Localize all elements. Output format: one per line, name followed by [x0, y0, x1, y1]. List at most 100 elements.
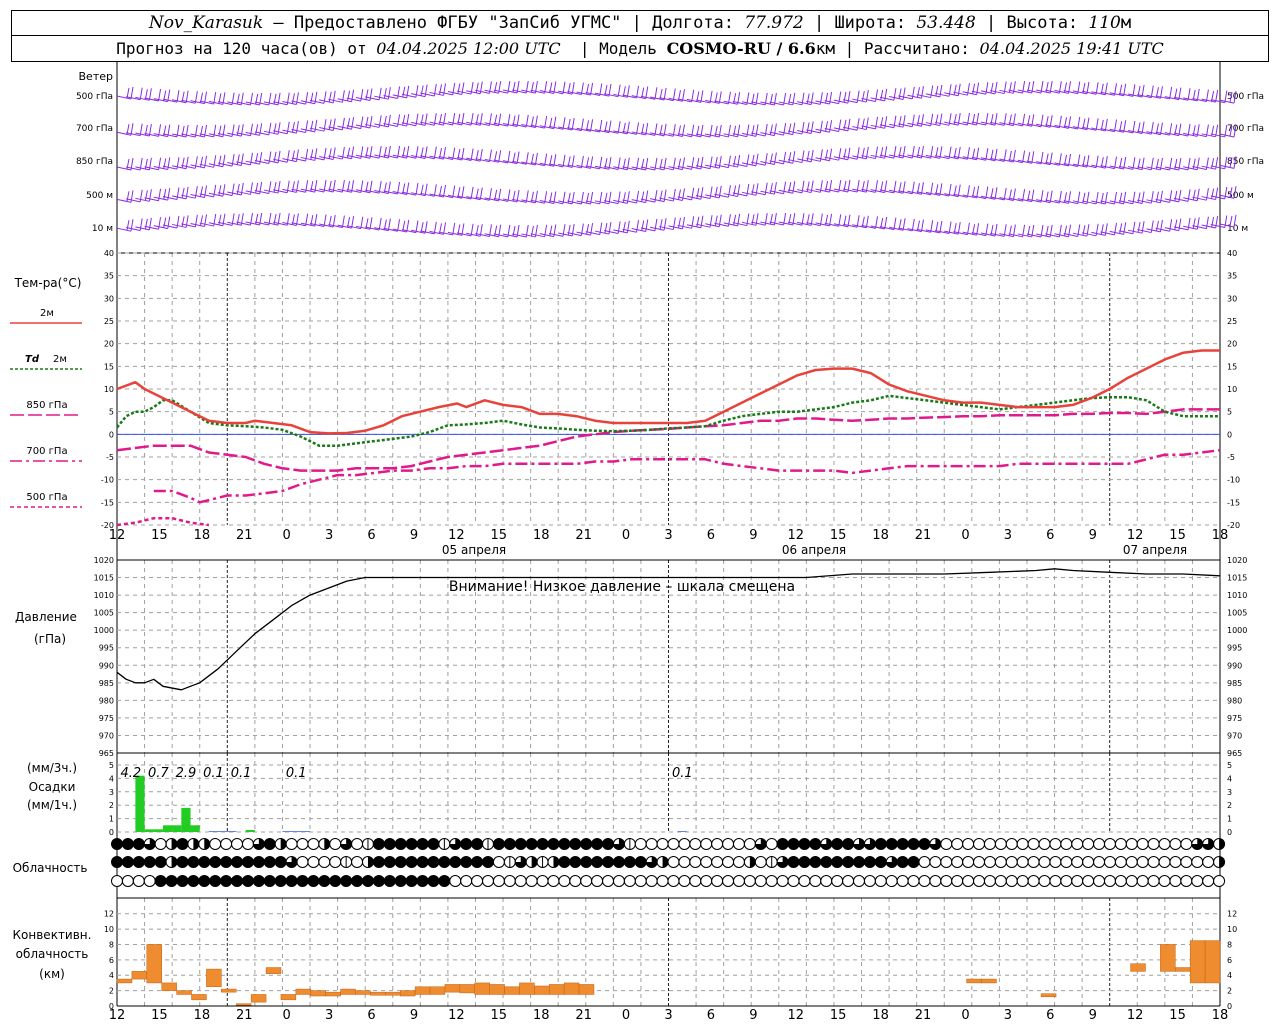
wind-barb	[456, 148, 474, 162]
hour-tick-label: 15	[491, 1008, 508, 1023]
wind-barb	[925, 84, 943, 98]
wind-level-label-right: 850 гПа	[1227, 157, 1264, 167]
cloud-cover-symbol	[1027, 838, 1040, 850]
wind-barb	[181, 91, 198, 104]
cloud-cover-symbol	[602, 856, 615, 868]
hour-tick-label: 3	[1004, 528, 1012, 543]
latitude-value: 53.448	[916, 13, 976, 33]
cloud-cover-symbol	[896, 856, 909, 868]
wind-barb	[1137, 220, 1154, 234]
cloud-panel	[111, 838, 1226, 887]
cloud-cover-symbol	[787, 875, 800, 887]
wind-barb	[429, 184, 447, 198]
calc-label: | Рассчитано:	[835, 39, 980, 58]
convective-bar	[146, 944, 162, 984]
legend-t2m-label: 2м	[40, 308, 54, 319]
wind-barb	[1183, 217, 1200, 230]
wind-barb	[383, 86, 401, 100]
wind-label: Ветер	[79, 70, 113, 83]
precip-tick-left: 0	[109, 828, 114, 837]
precip-bar	[153, 829, 163, 832]
cloud-cover-symbol	[1125, 856, 1138, 868]
hour-tick-label: 6	[707, 528, 715, 543]
pressure-tick-left: 975	[99, 714, 114, 723]
cloud-cover-symbol	[842, 856, 855, 868]
wind-barb	[1109, 120, 1127, 133]
wind-barb	[172, 186, 189, 200]
wind-barb	[852, 117, 869, 131]
wind-barb	[953, 185, 970, 198]
convective-bar	[265, 967, 282, 974]
cloud-cover-symbol	[700, 838, 713, 850]
temp-tick-right: -15	[1227, 498, 1240, 507]
wind-barb	[420, 221, 437, 235]
cloud-cover-symbol	[1038, 875, 1051, 887]
wind-barb	[1155, 86, 1173, 100]
wind-barb	[1045, 153, 1062, 166]
wind-barb	[539, 116, 557, 130]
wind-barb	[613, 220, 630, 234]
wind-barb	[319, 118, 336, 132]
cloud-cover-symbol	[645, 838, 658, 850]
wind-barb	[990, 149, 1007, 162]
wind-barb	[631, 86, 649, 100]
cloud-cover-symbol	[929, 838, 942, 850]
cloud-cover-symbol	[198, 875, 211, 887]
hour-tick-label: 21	[915, 1008, 932, 1023]
cloud-cover-symbol	[1060, 856, 1073, 868]
cloud-cover-symbol	[874, 856, 887, 868]
cloud-cover-symbol	[994, 875, 1007, 887]
wind-barb	[567, 118, 584, 132]
wind-barb	[392, 113, 410, 127]
wind-barb	[300, 148, 318, 161]
wind-barb	[1054, 153, 1072, 167]
pressure-tick-right: 990	[1227, 661, 1242, 670]
cloud-cover-symbol	[623, 838, 636, 850]
wind-barb	[622, 85, 640, 99]
cloud-cover-symbol	[1093, 856, 1106, 868]
cloud-cover-symbol	[252, 875, 265, 887]
wind-barb	[650, 218, 667, 231]
cloud-cover-symbol	[1180, 838, 1193, 850]
cloud-cover-symbol	[678, 856, 691, 868]
convective-bar	[1160, 944, 1176, 972]
wind-barb	[769, 151, 787, 165]
cloud-cover-symbol	[656, 875, 669, 887]
cloud-cover-symbol	[776, 838, 789, 850]
wind-barb	[741, 124, 759, 137]
cloud-cover-symbol	[416, 856, 429, 868]
wind-barb	[668, 188, 685, 201]
model-name: COSMO-RU / 6.6	[666, 39, 816, 58]
convective-bar	[310, 990, 326, 997]
wind-barb	[236, 152, 253, 166]
hour-tick-label: 3	[325, 1008, 333, 1023]
cloud-cover-symbol	[1082, 875, 1095, 887]
cloud-cover-symbol	[580, 856, 593, 868]
cloud-cover-symbol	[1038, 856, 1051, 868]
cloud-cover-symbol	[634, 838, 647, 850]
precip-tick-left: 1	[109, 815, 114, 824]
wind-barb	[1219, 214, 1237, 228]
wind-barb	[383, 181, 401, 195]
precip-bar	[172, 825, 182, 832]
cloud-cover-symbol	[492, 875, 505, 887]
wind-level-label: 500 гПа	[76, 92, 113, 102]
wind-barb	[980, 187, 998, 200]
wind-barb	[337, 89, 355, 103]
convective-bar	[340, 988, 356, 995]
convective-bar	[981, 978, 997, 984]
wind-barb	[971, 186, 989, 200]
temp-tick-left: 30	[104, 294, 114, 303]
wind-barb	[1164, 87, 1182, 101]
hour-tick-label: 12	[1127, 528, 1144, 543]
hour-tick-label: 15	[1169, 1008, 1186, 1023]
cloud-cover-symbol	[580, 838, 593, 850]
conv-tick-right: 6	[1227, 956, 1232, 965]
cloud-cover-symbol	[209, 856, 222, 868]
cloud-cover-symbol	[820, 856, 833, 868]
wind-barb	[153, 157, 171, 170]
cloud-cover-symbol	[754, 838, 767, 850]
cloud-cover-symbol	[1125, 875, 1138, 887]
cloud-cover-symbol	[558, 875, 571, 887]
pressure-warning: Внимание! Низкое давление – шкала смещен…	[449, 579, 795, 595]
